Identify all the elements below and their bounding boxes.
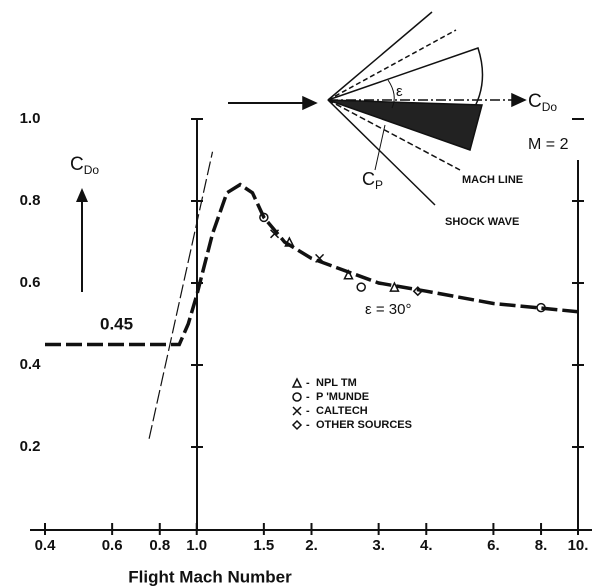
inset-epsilon: ε bbox=[396, 83, 403, 100]
drag-curve bbox=[45, 182, 579, 347]
inset-diagram bbox=[228, 11, 527, 206]
legend-marker bbox=[291, 377, 303, 388]
x-tick-label: 4. bbox=[420, 537, 433, 554]
x-tick-label: 0.6 bbox=[102, 537, 123, 554]
legend-marker bbox=[291, 419, 303, 431]
inset-mach-line: MACH LINE bbox=[462, 174, 523, 186]
tangent-line bbox=[148, 151, 214, 439]
data-point bbox=[389, 281, 400, 292]
x-tick-label: 1.0 bbox=[186, 537, 207, 554]
legend-dash: - bbox=[306, 419, 310, 431]
data-point bbox=[315, 253, 325, 263]
y-axis-label: CDo bbox=[70, 154, 99, 177]
y-tick-label: 0.2 bbox=[20, 438, 41, 455]
x-tick-label: 3. bbox=[372, 537, 385, 554]
y-tick-label: 1.0 bbox=[20, 110, 41, 127]
y-label-main: C bbox=[70, 154, 84, 175]
data-point bbox=[284, 236, 295, 247]
x-axis-label: Flight Mach Number bbox=[128, 567, 292, 586]
inset-shock: SHOCK WAVE bbox=[445, 216, 519, 228]
level-label: 0.45 bbox=[100, 314, 133, 333]
y-tick-label: 0.6 bbox=[20, 274, 41, 291]
x-tick-label: 0.4 bbox=[35, 537, 57, 554]
legend-label: CALTECH bbox=[316, 405, 368, 417]
legend-label: NPL TM bbox=[316, 377, 357, 389]
legend-dash: - bbox=[306, 377, 310, 389]
x-tick-label: 2. bbox=[305, 537, 318, 554]
legend-dash: - bbox=[306, 405, 310, 417]
inset-pressure-sub: P bbox=[375, 178, 383, 192]
y-label-sub: Do bbox=[84, 163, 100, 177]
data-point bbox=[343, 269, 354, 280]
legend-dash: - bbox=[306, 391, 310, 403]
x-tick-label: 8. bbox=[535, 537, 548, 554]
y-tick-label: 0.4 bbox=[20, 356, 42, 373]
angle-label: ε = 30° bbox=[365, 301, 411, 318]
inset-drag-main: C bbox=[528, 91, 542, 112]
legend-marker bbox=[292, 392, 302, 402]
data-point bbox=[259, 212, 269, 223]
x-tick-label: 0.8 bbox=[149, 537, 170, 554]
inset-mach: M = 2 bbox=[528, 136, 569, 153]
x-tick-label: 6. bbox=[487, 537, 500, 554]
data-point bbox=[356, 282, 366, 292]
data-point bbox=[270, 229, 280, 239]
inset-drag-sub: Do bbox=[542, 100, 558, 114]
legend-marker bbox=[292, 406, 302, 416]
legend-label: OTHER SOURCES bbox=[316, 419, 412, 431]
x-tick-label: 10. bbox=[568, 537, 589, 554]
inset-pressure: CP bbox=[362, 169, 383, 192]
data-point bbox=[536, 302, 546, 313]
inset-pressure-main: C bbox=[362, 169, 375, 189]
y-tick-label: 0.8 bbox=[20, 192, 41, 209]
data-point bbox=[412, 286, 423, 297]
inset-drag: CDo bbox=[528, 91, 557, 114]
x-tick-label: 1.5 bbox=[253, 537, 274, 554]
legend-label: P 'MUNDE bbox=[316, 391, 369, 403]
